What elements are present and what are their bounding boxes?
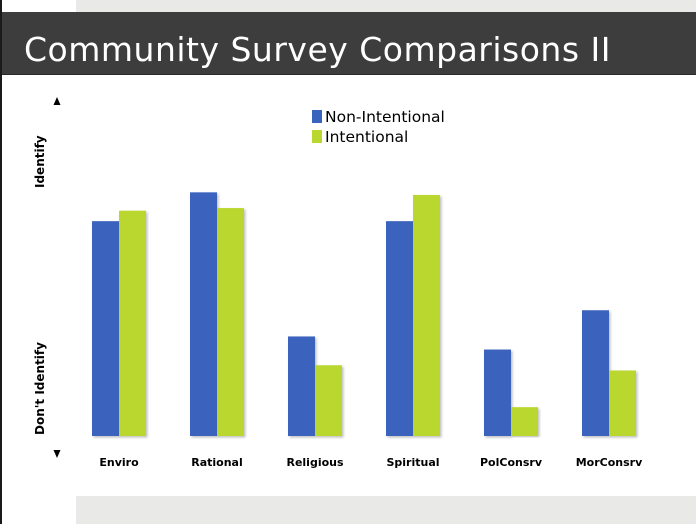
legend-label-non-intentional: Non-Intentional xyxy=(325,108,445,126)
x-tick-label: PolConsrv xyxy=(480,456,543,469)
x-tick-label: Spiritual xyxy=(386,456,439,469)
bar-non-intentional-polconsrv xyxy=(484,349,511,436)
bar-intentional-enviro xyxy=(119,210,146,436)
x-tick-label: Rational xyxy=(191,456,243,469)
bar-non-intentional-enviro xyxy=(92,221,119,436)
bar-intentional-polconsrv xyxy=(511,407,538,436)
legend-swatch-non-intentional xyxy=(312,110,322,123)
bar-non-intentional-spiritual xyxy=(386,221,413,436)
legend: Non-Intentional Intentional xyxy=(312,108,445,146)
y-label-bottom: Don't Identify xyxy=(33,342,47,435)
x-tick-label: Religious xyxy=(286,456,344,469)
title-bar: Community Survey Comparisons II xyxy=(2,12,696,75)
bar-non-intentional-morconsrv xyxy=(582,310,609,436)
bottom-accent-strip xyxy=(76,496,696,524)
bar-intentional-spiritual xyxy=(413,194,440,436)
bar-intentional-religious xyxy=(315,365,342,436)
legend-swatch-intentional xyxy=(312,130,322,143)
bar-non-intentional-rational xyxy=(190,192,217,436)
bars-group xyxy=(92,192,636,436)
x-tick-labels: Enviro Rational Religious Spiritual PolConsr… xyxy=(99,456,643,469)
y-axis: Identify Don't Identify xyxy=(33,97,61,458)
top-accent-strip xyxy=(76,0,696,12)
legend-label-intentional: Intentional xyxy=(325,128,408,146)
x-tick-label: MorConsrv xyxy=(576,456,643,469)
bar-chart: Identify Don't Identify Enviro Rational Re… xyxy=(33,97,643,469)
y-label-top: Identify xyxy=(33,135,47,188)
arrow-down-icon xyxy=(53,450,61,458)
x-tick-label: Enviro xyxy=(99,456,139,469)
bar-intentional-morconsrv xyxy=(609,370,636,436)
bar-intentional-rational xyxy=(217,208,244,436)
arrow-up-icon xyxy=(53,97,61,105)
bar-non-intentional-religious xyxy=(288,336,315,436)
slide-title: Community Survey Comparisons II xyxy=(24,30,611,69)
